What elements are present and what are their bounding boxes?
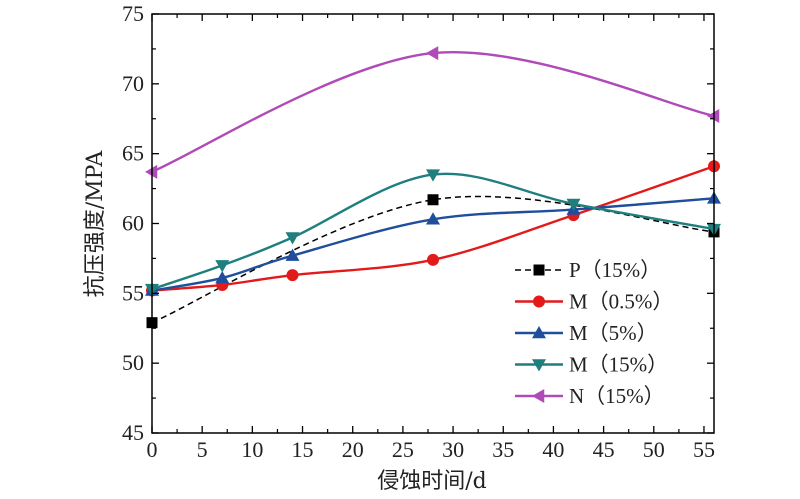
data-point: [707, 108, 720, 123]
y-axis-title: 抗压强度/MPA: [83, 150, 108, 298]
legend-marker: [532, 389, 545, 403]
legend: P（15%） M（0.5%） M（5%） M（15%） N（15%）: [515, 258, 673, 408]
data-point: [286, 269, 299, 282]
data-point: [285, 232, 300, 245]
data-point: [215, 260, 230, 273]
data-point: [426, 169, 440, 182]
y-tick-label: 50: [122, 350, 144, 375]
x-tick-label: 10: [241, 437, 263, 462]
legend-item-3: M（15%）: [515, 353, 668, 377]
legend-marker: [533, 264, 545, 276]
data-point: [426, 46, 439, 61]
x-axis-title: 侵蚀时间/d: [377, 469, 487, 494]
data-point: [145, 164, 158, 179]
y-tick-label: 45: [122, 420, 144, 445]
y-tick-label: 55: [122, 280, 144, 305]
x-tick-label: 40: [542, 437, 564, 462]
data-point: [215, 270, 230, 284]
legend-label: M（0.5%）: [569, 290, 673, 314]
axes-layer: 0 5 10 15 20 25 30 35 40 45 50 55 45 50 55 60 65 70 75: [122, 1, 715, 462]
series-line: [151, 50, 715, 173]
x-tick-label: 50: [643, 437, 665, 462]
data-point: [427, 194, 439, 206]
data-point: [426, 212, 440, 225]
y-tick-label: 65: [122, 141, 144, 166]
x-tick-label: 15: [292, 437, 314, 462]
x-tick-label: 35: [492, 437, 514, 462]
legend-marker: [532, 326, 546, 339]
y-tick-label: 70: [122, 71, 144, 96]
x-tick-label: 45: [593, 437, 615, 462]
legend-marker: [533, 295, 545, 308]
legend-label: N（15%）: [569, 384, 665, 408]
legend-label: P（15%）: [569, 258, 661, 282]
legend-item-2: M（5%）: [515, 321, 658, 345]
legend-item-4: N（15%）: [515, 384, 665, 408]
legend-label: M（15%）: [569, 353, 668, 377]
series-line: [151, 195, 715, 324]
legend-label: M（5%）: [569, 321, 658, 345]
series-4: [145, 46, 720, 179]
x-tick-label: 25: [392, 437, 414, 462]
x-tick-label: 20: [342, 437, 364, 462]
legend-marker: [532, 359, 546, 372]
series-layer: [145, 46, 721, 329]
series-3: [145, 169, 721, 297]
x-tick-label: 5: [197, 437, 208, 462]
x-tick-label: 30: [442, 437, 464, 462]
x-tick-label: 55: [693, 437, 715, 462]
data-point: [285, 248, 300, 261]
legend-item-0: P（15%）: [515, 258, 661, 282]
y-tick-label: 60: [122, 211, 144, 236]
data-point: [566, 198, 581, 211]
legend-item-1: M（0.5%）: [515, 290, 673, 314]
y-tick-label: 75: [122, 1, 144, 26]
x-tick-label: 0: [147, 437, 158, 462]
data-point: [427, 253, 439, 266]
